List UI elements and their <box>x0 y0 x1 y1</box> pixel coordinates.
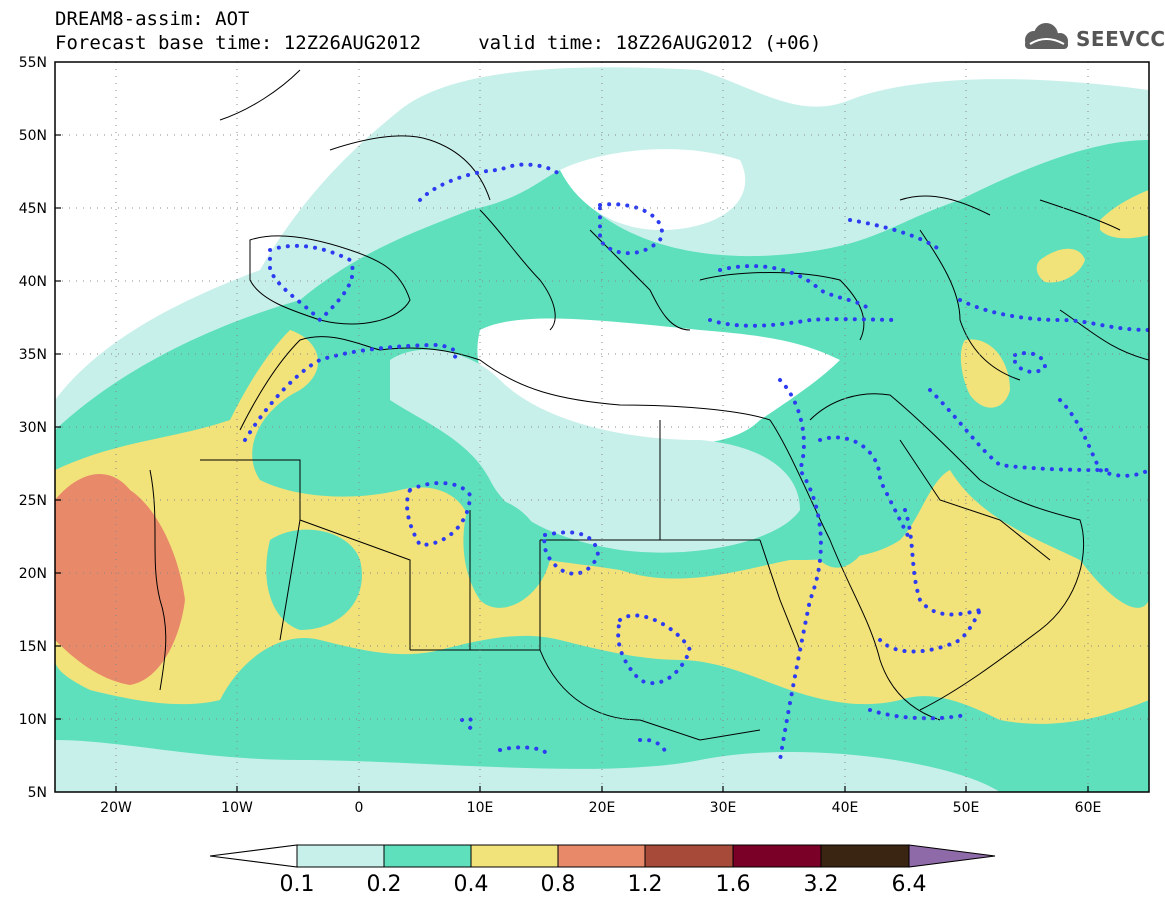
colorbar-labels: 0.1 0.2 0.4 0.8 1.2 1.6 3.2 6.4 <box>280 872 927 897</box>
longitude-labels: 20W 10W 0 10E 20E 30E 40E 50E 60E <box>100 800 1101 816</box>
lat-label: 10N <box>19 712 47 728</box>
colorbar-segment <box>557 844 646 868</box>
lon-label: 40E <box>832 800 859 816</box>
aot-level-0.8-region <box>55 473 185 685</box>
lat-label: 20N <box>19 566 47 582</box>
lat-label: 25N <box>19 493 47 509</box>
map-title: DREAM8-assim: AOT <box>55 8 250 30</box>
colorbar-lower-arrow <box>209 844 298 868</box>
lon-label: 50E <box>953 800 980 816</box>
colorbar-segment <box>644 844 734 868</box>
dust-contours <box>243 162 1149 762</box>
logo-text: SEEVCCC <box>1076 27 1165 51</box>
colorbar-segment <box>296 844 385 868</box>
lat-label: 45N <box>19 201 47 217</box>
colorbar-label: 0.4 <box>454 872 489 897</box>
lat-label: 30N <box>19 420 47 436</box>
colorbar-label: 1.6 <box>716 872 751 897</box>
lat-label: 5N <box>28 785 47 801</box>
colorbar-label: 1.2 <box>628 872 663 897</box>
lon-label: 20W <box>100 800 132 816</box>
lon-label: 10W <box>221 800 253 816</box>
tick-marks <box>55 134 1089 792</box>
colorbar-segment <box>820 844 910 868</box>
colorbar-segment <box>383 844 472 868</box>
gridlines <box>55 62 1149 792</box>
lon-label: 0 <box>355 800 364 816</box>
colorbar <box>209 844 996 868</box>
lat-label: 35N <box>19 347 47 363</box>
lon-label: 60E <box>1075 800 1102 816</box>
coastlines <box>149 69 1149 741</box>
colorbar-segment <box>470 844 559 868</box>
forecast-time-subtitle: Forecast base time: 12Z26AUG2012 valid t… <box>55 32 822 54</box>
lon-label: 30E <box>710 800 737 816</box>
lat-label: 55N <box>19 55 47 71</box>
colorbar-label: 0.1 <box>280 872 315 897</box>
latitude-labels: 55N 50N 45N 40N 35N 30N 25N 20N 15N 10N … <box>19 55 47 801</box>
lon-label: 20E <box>589 800 616 816</box>
lat-label: 15N <box>19 639 47 655</box>
colorbar-upper-arrow <box>908 844 996 868</box>
lon-label: 10E <box>467 800 494 816</box>
colorbar-segment <box>732 844 822 868</box>
colorbar-label: 0.2 <box>367 872 402 897</box>
colorbar-label: 3.2 <box>804 872 839 897</box>
colorbar-label: 0.8 <box>541 872 576 897</box>
lat-label: 50N <box>19 128 47 144</box>
colorbar-label: 6.4 <box>892 872 927 897</box>
lat-label: 40N <box>19 274 47 290</box>
cloud-icon <box>1025 23 1068 49</box>
aot-level-0.4-region <box>55 330 1149 724</box>
